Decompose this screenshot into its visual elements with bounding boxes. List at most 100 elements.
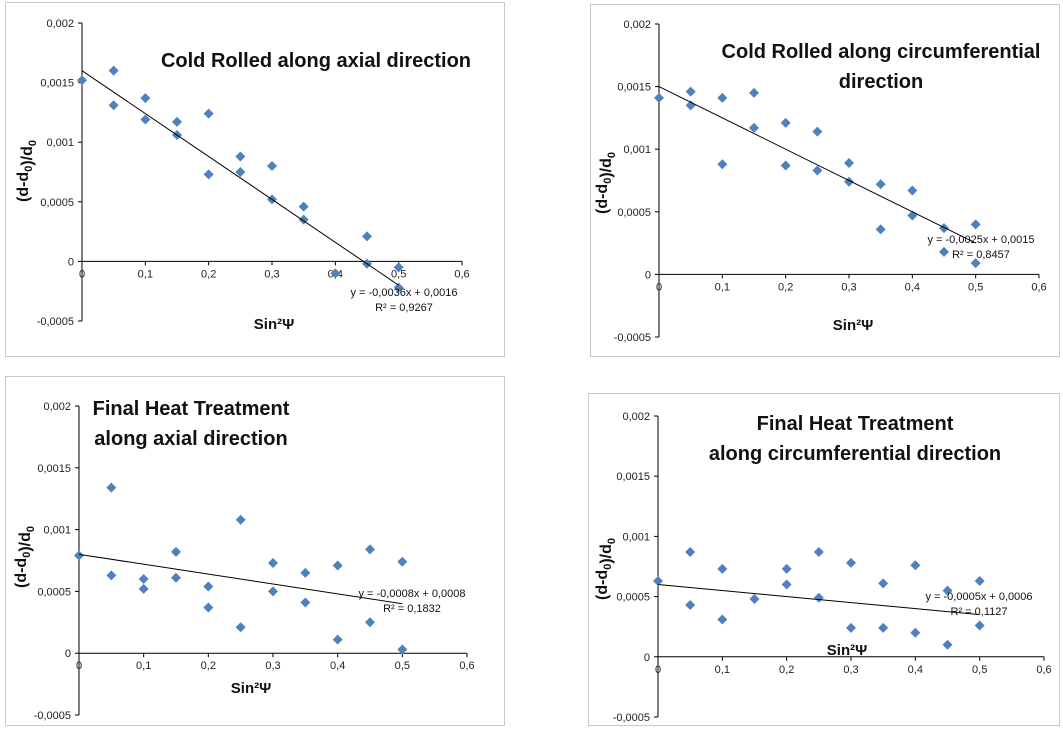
x-tick-label: 0: [656, 281, 662, 293]
data-point: [846, 557, 856, 568]
y-tick-label: -0,0005: [614, 332, 651, 344]
y-tick-label: 0,002: [43, 401, 71, 413]
x-tick-label: 0: [76, 660, 82, 672]
chart-svg-cold-rolled-axial: -0,0005 0 0,0005 0,001 0,0015 0,002 0 0,1 0,2 0,3…: [15, 18, 471, 333]
x-tick-label: 0,6: [459, 660, 474, 672]
y-tick-label: 0,001: [43, 525, 71, 537]
data-point: [878, 578, 889, 589]
x-tick-label: 0,2: [778, 281, 793, 293]
y-axis-label-part: 0: [606, 538, 618, 544]
y-tick-label: -0,0005: [37, 316, 74, 328]
data-point: [140, 93, 151, 104]
trendline-equation: y = -0,0005x + 0,0006: [925, 591, 1032, 603]
data-point: [685, 600, 696, 611]
trendline: [658, 86, 976, 244]
y-tick-label: 0,002: [623, 19, 651, 31]
y-tick-label: -0,0005: [613, 712, 650, 724]
r-squared-label: R² = 0,8457: [952, 249, 1010, 261]
data-point: [878, 622, 889, 633]
data-point: [171, 572, 181, 583]
y-axis-label-part: )/d: [598, 158, 615, 178]
y-axis-label: (d-d0)/d0: [594, 538, 618, 600]
data-point: [138, 574, 149, 585]
data-point: [203, 108, 214, 119]
data-point: [942, 639, 953, 650]
data-point: [717, 159, 728, 170]
data-point: [685, 86, 696, 97]
data-point: [970, 258, 981, 269]
data-point: [362, 231, 372, 242]
chart-title: along circumferential direction: [709, 443, 1001, 465]
data-point: [300, 597, 311, 608]
x-tick-label: 0,3: [841, 281, 856, 293]
x-axis-label: Sin²Ψ: [254, 316, 294, 333]
data-point: [749, 122, 759, 133]
y-axis-label-part: (d-d: [594, 570, 611, 600]
data-point: [235, 622, 246, 633]
y-axis-label: (d-d0)/d0: [13, 526, 37, 588]
y-tick-label: 0,001: [622, 531, 650, 543]
data-point: [685, 100, 696, 111]
data-point: [365, 617, 375, 628]
data-point: [172, 116, 182, 127]
y-tick-label: 0,0015: [617, 82, 651, 94]
chart-panel-cold-rolled-circumferential: -0,0005 0 0,0005 0,001 0,0015 0,002 0 0,1 0,2 0,3…: [590, 4, 1060, 357]
x-tick-label: 0,6: [1031, 281, 1046, 293]
trendline-equation: y = -0,0008x + 0,0008: [358, 588, 465, 600]
x-tick-label: 0,3: [264, 268, 279, 280]
trendline: [657, 584, 980, 616]
trendline-equation: y = -0,0036x + 0,0016: [350, 287, 457, 299]
trendline: [81, 70, 399, 286]
x-tick-label: 0,5: [968, 281, 983, 293]
data-point: [332, 560, 343, 571]
data-point: [781, 563, 792, 574]
y-axis-label-part: )/d: [598, 544, 615, 564]
y-tick-label: 0,002: [622, 411, 650, 423]
data-point: [74, 550, 84, 561]
data-point: [140, 114, 151, 125]
data-point: [717, 563, 728, 574]
x-axis-label: Sin²Ψ: [231, 680, 271, 697]
x-tick-label: 0,4: [330, 660, 345, 672]
y-axis-label-part: )/d: [17, 532, 34, 552]
chart-title: direction: [839, 71, 923, 93]
chart-svg-cold-rolled-circumferential: -0,0005 0 0,0005 0,001 0,0015 0,002 0 0,1 0,2 0,3…: [594, 19, 1047, 344]
data-point: [910, 560, 921, 571]
chart-title: Final Heat Treatment: [93, 398, 290, 420]
chart-panel-final-heat-circumferential: -0,0005 0 0,0005 0,001 0,0015 0,002 0 0,1 0,2 0,3…: [588, 393, 1060, 726]
chart-panel-final-heat-axial: -0,0005 0 0,0005 0,001 0,0015 0,002 0 0,1 0,2 0,3…: [5, 376, 505, 726]
y-tick-label: 0,0015: [37, 463, 71, 475]
data-point: [844, 157, 854, 168]
x-tick-label: 0,1: [138, 268, 153, 280]
y-tick-label: 0,0005: [37, 586, 71, 598]
x-tick-label: 0,2: [779, 664, 794, 676]
data-point: [875, 179, 886, 190]
y-tick-label: 0,0005: [616, 592, 650, 604]
data-point: [397, 644, 408, 655]
data-point: [717, 614, 728, 625]
data-point: [813, 547, 824, 558]
y-axis-label-part: 0: [602, 564, 614, 570]
data-point: [812, 165, 823, 176]
y-axis-label-part: 0: [606, 152, 618, 158]
data-point: [300, 567, 311, 578]
y-axis-label-part: (d-d: [15, 172, 32, 202]
y-tick-label: 0,0005: [40, 197, 74, 209]
y-axis-label-part: )/d: [19, 146, 36, 166]
x-tick-label: 0,6: [454, 268, 469, 280]
y-axis-label-part: 0: [602, 178, 614, 184]
y-tick-label: 0: [68, 256, 74, 268]
data-point: [268, 586, 278, 597]
data-point: [106, 482, 117, 493]
y-tick-label: 0,0015: [616, 471, 650, 483]
data-point: [268, 557, 278, 568]
r-squared-label: R² = 0,1832: [383, 603, 441, 615]
y-tick-label: 0: [645, 269, 651, 281]
data-point: [77, 75, 87, 86]
x-tick-label: 0: [655, 664, 661, 676]
data-point: [717, 92, 728, 103]
data-point: [749, 594, 760, 605]
x-tick-label: 0,4: [905, 281, 920, 293]
x-axis-label: Sin²Ψ: [827, 642, 867, 659]
data-point: [106, 570, 117, 581]
